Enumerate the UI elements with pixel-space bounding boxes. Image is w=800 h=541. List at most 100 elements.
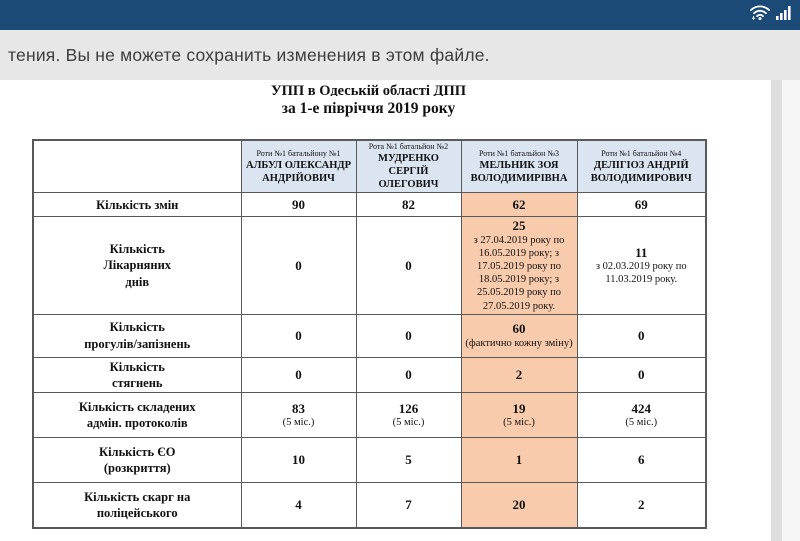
cell-main-value: 6 — [638, 452, 645, 468]
cell-main-value: 19 — [512, 400, 526, 416]
cell-value: 20 — [460, 482, 578, 529]
table-row: Кількість прогулів/запізнень 0 0 60 (фактичн… — [32, 313, 707, 358]
cell-main-value: 60 — [512, 321, 526, 337]
cell-main-value: 4 — [295, 497, 302, 513]
cell-value: 0 — [355, 356, 462, 394]
cell-main-value: 0 — [638, 367, 645, 383]
cell-value: 10 — [240, 437, 357, 484]
column-unit: Рота №1 батальйон №2 — [368, 142, 449, 151]
column-officer-name: АЛБУЛ ОЛЕКСАНДР АНДРІЙОВИЧ — [245, 159, 352, 184]
row-label: Кількість Лікарняних днів — [32, 216, 242, 315]
cell-note: з 02.03.2019 року по 11.03.2019 року. — [595, 261, 687, 286]
cell-value: 69 — [576, 192, 707, 218]
cell-value: 0 — [576, 313, 707, 358]
cell-main-value: 0 — [638, 327, 645, 343]
table-row: Кількість складених адмін. протоколів 83(… — [32, 392, 707, 439]
cell-main-value: 126 — [398, 400, 419, 416]
column-unit: Роти №1 батальйон №3 — [478, 148, 560, 158]
cell-value: 82 — [355, 192, 462, 218]
cell-value: 90 — [240, 192, 357, 218]
row-label: Кількість стягнень — [32, 356, 242, 394]
cell-note: (5 міс.) — [625, 417, 658, 429]
cell-main-value: 82 — [402, 197, 415, 213]
cell-value: 126 (5 міс.) — [355, 392, 462, 439]
cell-main-value: 62 — [512, 197, 526, 213]
cell-value: 1 — [460, 437, 578, 484]
scrollbar[interactable] — [771, 80, 782, 541]
column-header-4: Роти №1 батальйон №4 ДЕЛІГІОЗ АНДРІЙ ВОЛО… — [576, 139, 707, 194]
cell-note: (фактично кожну зміну) — [465, 337, 573, 349]
cell-main-value: 83 — [292, 400, 305, 416]
cell-value: 2 — [576, 482, 707, 529]
row-label: Кількість прогулів/запізнень — [32, 313, 242, 358]
cell-main-value: 0 — [295, 257, 302, 273]
row-label: Кількість складених адмін. протоколів — [32, 392, 242, 439]
notification-banner: тения. Вы не можете сохранить изменения … — [0, 30, 800, 80]
column-header-1: Роти №1 батальйону №1 АЛБУЛ ОЛЕКСАНДР АНД… — [240, 139, 357, 194]
cell-value: 0 — [240, 356, 357, 394]
notification-text: тения. Вы не можете сохранить изменения … — [8, 44, 490, 65]
cell-main-value: 424 — [631, 400, 652, 416]
column-header-2: Рота №1 батальйон №2 МУДРЕНКО СЕРГІЙ ОЛЕГ… — [355, 139, 462, 194]
cell-main-value: 90 — [292, 197, 305, 213]
cell-main-value: 2 — [515, 367, 523, 383]
table-row: Кількість стягнень 0 0 2 0 — [32, 356, 707, 394]
cell-main-value: 7 — [405, 497, 412, 513]
status-icons — [749, 4, 794, 26]
column-officer-name: ДЕЛІГІОЗ АНДРІЙ ВОЛОДИМИРОВИЧ — [590, 159, 692, 184]
cell-value: 62 — [460, 192, 578, 218]
cell-value: 11 з 02.03.2019 року по 11.03.2019 року. — [576, 216, 707, 315]
cell-main-value: 2 — [638, 497, 645, 513]
cell-value: 60 (фактично кожну зміну) — [460, 313, 578, 358]
column-unit: Роти №1 батальйон №4 — [601, 148, 682, 158]
table-row: Кількість скарг на поліцейського 4 7 20 2 — [32, 482, 707, 529]
document-title-line1: УПП в Одеській області ДПП — [270, 83, 467, 96]
column-header-3: Роти №1 батальйон №3 МЕЛЬНИК ЗОЯ ВОЛОДИМИ… — [460, 139, 578, 194]
column-unit: Роти №1 батальйону №1 — [256, 148, 341, 158]
cell-main-value: 0 — [405, 257, 412, 273]
cell-main-value: 0 — [295, 367, 302, 383]
cell-value: 5 — [355, 437, 462, 484]
table-corner-cell — [32, 139, 242, 194]
cell-value: 0 — [240, 216, 357, 315]
cell-main-value: 5 — [405, 452, 412, 468]
cell-value: 424 (5 міс.) — [576, 392, 707, 439]
cell-value: 83 (5 міс.) — [240, 392, 357, 439]
cell-main-value: 10 — [292, 452, 305, 468]
cell-value: 25 з 27.04.2019 року по 16.05.2019 року; … — [460, 216, 578, 315]
document-page: УПП в Одеській області ДПП за 1-е півріч… — [0, 80, 771, 541]
cell-value: 19 (5 міс.) — [460, 392, 578, 439]
cell-main-value: 1 — [515, 452, 523, 468]
report-table: Роти №1 батальйону №1 АЛБУЛ ОЛЕКСАНДР АНД… — [32, 139, 707, 529]
cell-main-value: 0 — [405, 327, 412, 343]
signal-bars-icon — [776, 5, 794, 26]
cell-main-value: 0 — [295, 327, 302, 343]
row-label: Кількість змін — [32, 192, 242, 218]
column-officer-name: МУДРЕНКО СЕРГІЙ ОЛЕГОВИЧ — [378, 153, 439, 191]
cell-value: 0 — [576, 356, 707, 394]
cell-main-value: 20 — [512, 497, 526, 513]
status-bar — [0, 0, 800, 30]
table-row: Кількість змін 90 82 62 69 — [32, 192, 707, 218]
column-officer-name: МЕЛЬНИК ЗОЯ ВОЛОДИМИРІВНА — [470, 159, 568, 184]
cell-note: (5 міс.) — [392, 417, 425, 429]
table-row: Кількість ЄО (розкриття) 10 5 1 6 — [32, 437, 707, 484]
document-title-line2: за 1-е півріччя 2019 року — [281, 100, 456, 117]
row-label: Кількість скарг на поліцейського — [32, 482, 242, 529]
cell-main-value: 69 — [634, 197, 648, 213]
cell-note: (5 міс.) — [282, 417, 315, 429]
cell-value: 7 — [355, 482, 462, 529]
cell-value: 4 — [240, 482, 357, 529]
cell-value: 0 — [355, 313, 462, 358]
row-label: Кількість ЄО (розкриття) — [32, 437, 242, 484]
cell-value: 2 — [460, 356, 578, 394]
wifi-icon — [749, 3, 771, 26]
table-row: Кількість Лікарняних днів 0 0 25 з 27.04.201… — [32, 216, 707, 315]
cell-value: 6 — [576, 437, 707, 484]
cell-note: з 27.04.2019 року по 16.05.2019 року; з … — [473, 234, 565, 312]
cell-value: 0 — [240, 313, 357, 358]
cell-main-value: 11 — [635, 244, 648, 260]
cell-main-value: 0 — [405, 367, 412, 383]
cell-value: 0 — [355, 216, 462, 315]
